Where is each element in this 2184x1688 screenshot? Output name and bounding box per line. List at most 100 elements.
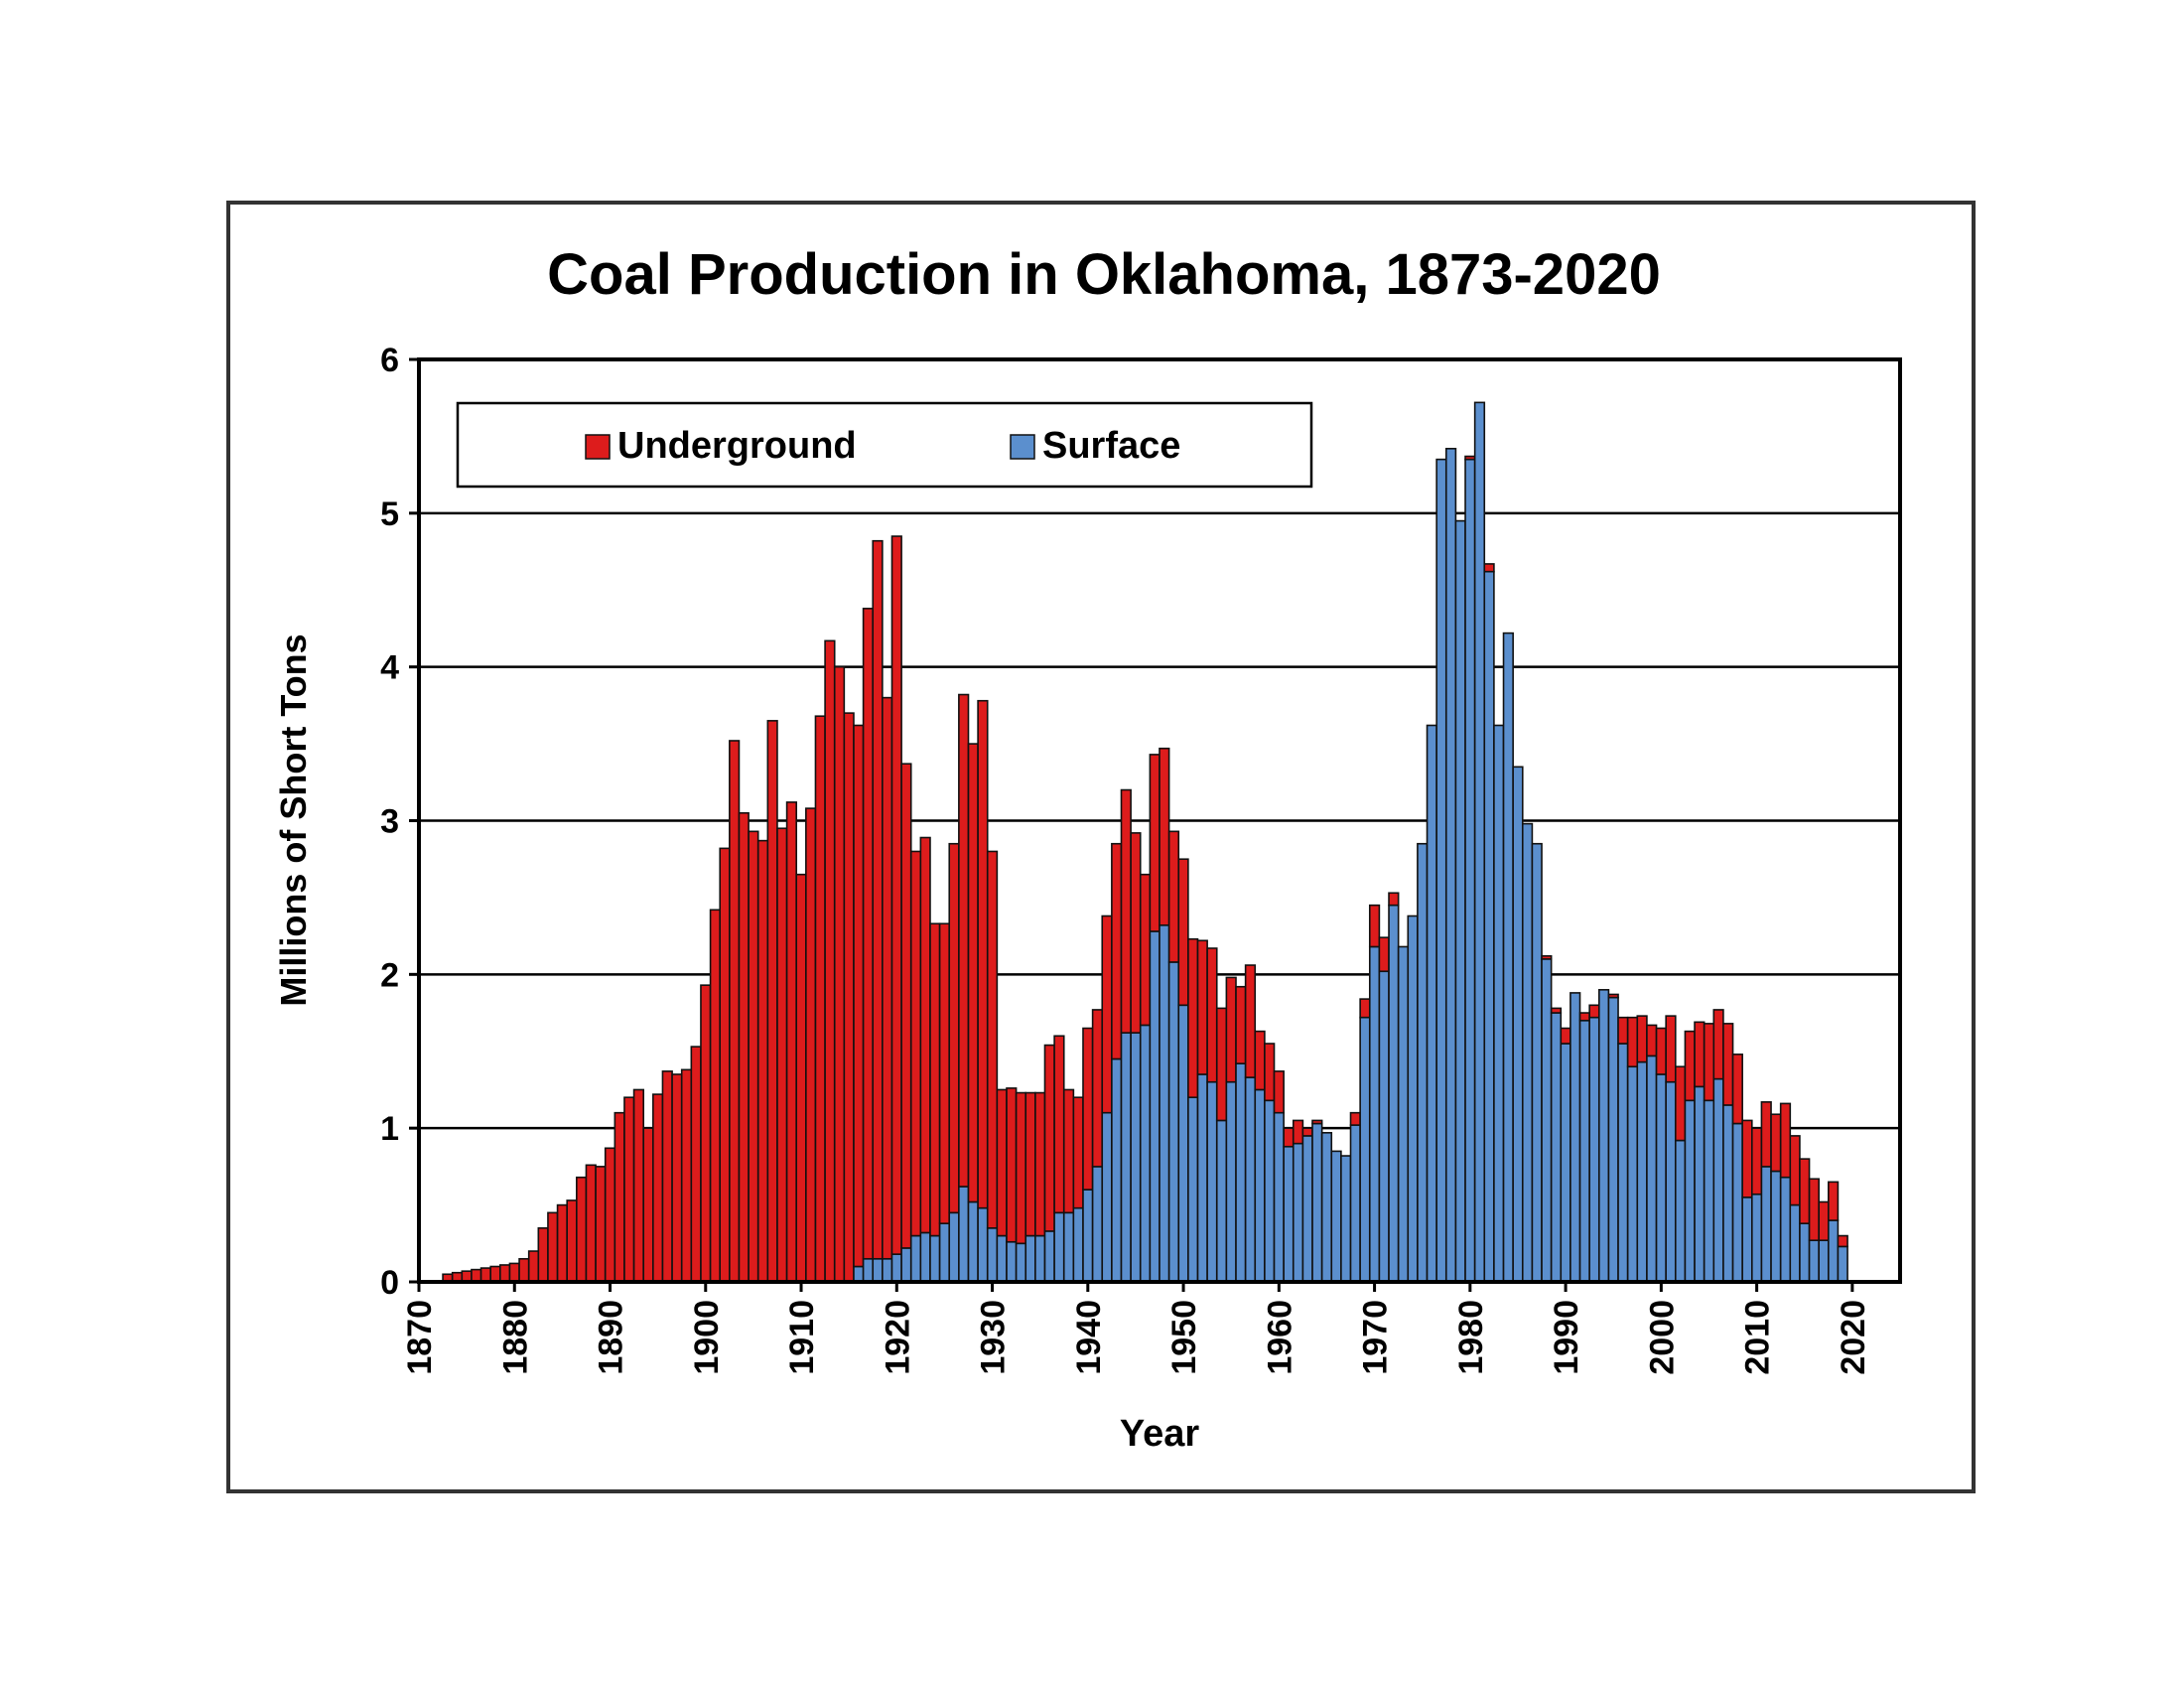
- bar-underground-1944: [1120, 788, 1132, 1034]
- bar-underground-1920: [890, 535, 902, 1255]
- bar-surface-2017: [1818, 1239, 1830, 1283]
- bar-underground-1890: [604, 1147, 616, 1283]
- bar-surface-1966: [1330, 1150, 1342, 1283]
- bar-surface-1940: [1082, 1189, 1094, 1283]
- bar-surface-2011: [1760, 1166, 1772, 1283]
- y-tick-label-1: 1: [380, 1110, 399, 1148]
- bar-surface-2018: [1828, 1219, 1840, 1283]
- bar-surface-1994: [1597, 989, 1610, 1283]
- bar-surface-2002: [1674, 1139, 1687, 1283]
- bar-surface-1949: [1167, 961, 1180, 1283]
- bar-underground-2017: [1818, 1200, 1830, 1241]
- bar-underground-1990: [1560, 1027, 1571, 1045]
- bar-underground-1907: [766, 720, 778, 1283]
- bar-underground-1954: [1215, 1007, 1228, 1122]
- bar-underground-2010: [1751, 1127, 1763, 1196]
- bar-underground-1988: [1541, 954, 1553, 960]
- bar-underground-1940: [1082, 1027, 1094, 1191]
- bar-surface-1919: [882, 1257, 893, 1283]
- bar-underground-1998: [1636, 1015, 1648, 1063]
- bar-underground-1949: [1167, 830, 1180, 963]
- bar-underground-1886: [566, 1199, 578, 1283]
- bar-surface-1980: [1464, 458, 1476, 1283]
- bar-surface-1978: [1444, 448, 1457, 1283]
- bar-surface-1962: [1292, 1142, 1304, 1283]
- bar-underground-1928: [967, 743, 979, 1203]
- bar-underground-1943: [1111, 842, 1123, 1060]
- bar-underground-1964: [1311, 1119, 1323, 1125]
- bar-underground-1968: [1349, 1111, 1361, 1126]
- x-tick-label-1940: 1940: [1070, 1300, 1108, 1375]
- bar-underground-1970: [1368, 904, 1381, 948]
- bar-underground-1885: [556, 1203, 568, 1283]
- bar-surface-1969: [1359, 1016, 1371, 1283]
- bar-surface-1924: [929, 1234, 941, 1283]
- bar-surface-1971: [1378, 970, 1390, 1283]
- bar-underground-1906: [756, 839, 769, 1283]
- bar-surface-2010: [1751, 1193, 1763, 1283]
- y-tick-label-5: 5: [380, 495, 399, 533]
- bar-underground-1889: [595, 1166, 607, 1283]
- bar-underground-1951: [1187, 937, 1199, 1099]
- bar-underground-1992: [1578, 1012, 1590, 1022]
- bar-underground-2012: [1770, 1113, 1782, 1173]
- chart-title: Coal Production in Oklahoma, 1873-2020: [547, 242, 1661, 307]
- legend-swatch-surface: [1010, 434, 1035, 460]
- bar-underground-2015: [1799, 1158, 1811, 1224]
- bar-surface-1922: [909, 1234, 922, 1283]
- bar-underground-1997: [1626, 1016, 1639, 1068]
- x-tick-label-2020: 2020: [1835, 1300, 1872, 1375]
- bar-surface-1925: [938, 1222, 951, 1283]
- bar-underground-1950: [1177, 858, 1189, 1007]
- bar-surface-1953: [1206, 1080, 1218, 1283]
- bar-underground-1901: [709, 909, 722, 1283]
- bar-underground-2002: [1674, 1065, 1687, 1142]
- bar-surface-1984: [1502, 632, 1514, 1283]
- bar-surface-2003: [1684, 1099, 1696, 1283]
- legend-label-underground: Underground: [617, 425, 857, 467]
- bar-surface-1936: [1043, 1230, 1055, 1283]
- bar-underground-1934: [1024, 1091, 1036, 1237]
- bar-underground-1896: [661, 1070, 673, 1283]
- chart-frame: 0 1 2 3 4 5 6 1870 1880 1890 1900 1910 1920 1930 1940 1…: [226, 201, 1976, 1493]
- bar-surface-1989: [1550, 1012, 1563, 1283]
- bar-underground-1946: [1139, 873, 1152, 1027]
- bar-surface-1982: [1483, 570, 1495, 1283]
- bar-surface-1983: [1493, 724, 1505, 1283]
- bar-surface-2019: [1837, 1245, 1848, 1283]
- bar-underground-1925: [938, 922, 951, 1224]
- bar-underground-1903: [729, 740, 741, 1283]
- bar-surface-2013: [1779, 1176, 1792, 1283]
- bar-surface-1976: [1426, 724, 1437, 1283]
- x-tick-label-1980: 1980: [1452, 1300, 1490, 1375]
- bar-surface-1952: [1196, 1073, 1208, 1283]
- bar-surface-2014: [1789, 1203, 1801, 1283]
- bar-surface-1928: [967, 1200, 979, 1283]
- bar-underground-1962: [1292, 1119, 1304, 1145]
- bar-underground-1931: [996, 1088, 1008, 1237]
- bar-underground-1929: [977, 699, 989, 1209]
- bar-surface-1986: [1521, 822, 1534, 1283]
- x-tick-label-1870: 1870: [401, 1300, 439, 1375]
- bar-surface-1942: [1101, 1111, 1113, 1283]
- x-tick-label-1880: 1880: [496, 1300, 534, 1375]
- bar-surface-1921: [900, 1247, 912, 1283]
- bar-surface-1985: [1512, 766, 1524, 1283]
- bar-surface-1967: [1340, 1155, 1352, 1283]
- bar-surface-1995: [1607, 996, 1619, 1283]
- bar-underground-1879: [499, 1264, 511, 1283]
- bar-surface-1973: [1397, 945, 1410, 1283]
- bar-underground-1923: [919, 836, 931, 1234]
- bar-underground-1952: [1196, 939, 1208, 1075]
- bar-surface-2008: [1731, 1122, 1743, 1283]
- bar-underground-1887: [576, 1176, 588, 1283]
- bar-underground-1930: [986, 850, 999, 1229]
- bar-surface-1963: [1301, 1135, 1313, 1283]
- bar-underground-1921: [900, 763, 912, 1249]
- bar-underground-1969: [1359, 998, 1371, 1019]
- legend: Underground Surface: [456, 401, 1313, 489]
- bar-surface-1999: [1646, 1055, 1658, 1283]
- bar-surface-1926: [948, 1211, 960, 1283]
- bar-surface-1965: [1320, 1132, 1333, 1283]
- bar-underground-1884: [547, 1211, 559, 1283]
